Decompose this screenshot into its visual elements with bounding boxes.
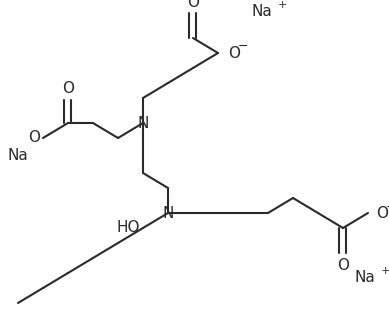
Text: O: O <box>62 81 74 96</box>
Text: Na: Na <box>252 5 273 20</box>
Text: −: − <box>386 201 389 214</box>
Text: O: O <box>228 46 240 60</box>
Text: −: − <box>238 40 249 53</box>
Text: +: + <box>381 266 389 276</box>
Text: N: N <box>137 115 149 131</box>
Text: HO: HO <box>116 220 140 236</box>
Text: Na: Na <box>7 148 28 162</box>
Text: O: O <box>187 0 199 10</box>
Text: +: + <box>278 0 287 10</box>
Text: O: O <box>28 131 40 146</box>
Text: O: O <box>337 258 349 273</box>
Text: O: O <box>376 205 388 220</box>
Text: N: N <box>162 205 173 220</box>
Text: Na: Na <box>355 270 376 285</box>
